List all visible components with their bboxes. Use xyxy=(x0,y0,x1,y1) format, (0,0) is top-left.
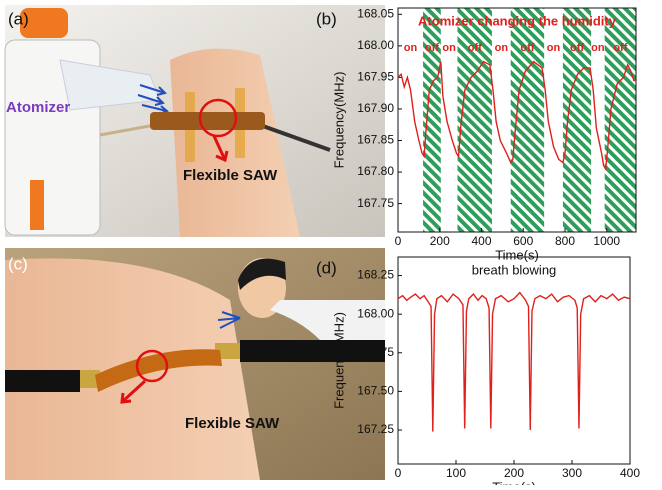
plot-frame xyxy=(398,257,630,464)
x-tick-label: 200 xyxy=(430,234,450,248)
y-tick-label: 168.00 xyxy=(357,38,394,52)
region-label: on xyxy=(495,42,509,54)
y-tick-label: 167.75 xyxy=(357,196,394,210)
data-line xyxy=(398,293,630,432)
region-label: off xyxy=(520,42,534,54)
region-label: off xyxy=(468,42,482,54)
y-tick-label: 168.05 xyxy=(357,6,394,20)
cable xyxy=(5,370,80,392)
x-tick-label: 1000 xyxy=(593,234,620,248)
y-axis-title: Frequency(MHz) xyxy=(331,312,346,409)
x-tick-label: 600 xyxy=(513,234,533,248)
photo-annotation: Atomizer xyxy=(6,99,70,116)
x-axis-title: Time(s) xyxy=(495,247,539,262)
y-tick-label: 168.00 xyxy=(357,306,394,320)
panel-label: (b) xyxy=(316,9,337,28)
region-label: on xyxy=(547,42,561,54)
region-label: on xyxy=(442,42,456,54)
photo-annotation: Flexible SAW xyxy=(185,415,280,432)
y-tick-label: 167.50 xyxy=(357,384,394,398)
x-tick-label: 400 xyxy=(620,466,640,480)
chart-annotation: Atomizer changing the humidity xyxy=(418,13,617,28)
y-tick-label: 167.85 xyxy=(357,133,394,147)
region-label: off xyxy=(425,42,439,54)
y-tick-label: 167.75 xyxy=(357,345,394,359)
atomizer-valve xyxy=(30,180,44,230)
y-tick-label: 168.25 xyxy=(357,268,394,282)
photo-annotation: Flexible SAW xyxy=(183,167,278,184)
y-tick-label: 167.90 xyxy=(357,101,394,115)
x-tick-label: 400 xyxy=(471,234,491,248)
x-tick-label: 100 xyxy=(446,466,466,480)
region-label: on xyxy=(404,42,418,54)
y-tick-label: 167.95 xyxy=(357,70,394,84)
y-tick-label: 167.80 xyxy=(357,164,394,178)
panel-label: (d) xyxy=(316,258,337,277)
photo-c: (c) Flexible SAW xyxy=(5,248,385,480)
x-tick-label: 200 xyxy=(504,466,524,480)
y-axis-title: Frequency(MHz) xyxy=(331,72,346,169)
figure: (a) Atomizer Flexible SAW (c) Flexible S… xyxy=(0,0,662,485)
region-label: off xyxy=(570,42,584,54)
x-axis-title: Time(s) xyxy=(492,479,536,485)
chart-annotation: breath blowing xyxy=(472,262,557,277)
region-label: on xyxy=(591,42,605,54)
panel-label: (a) xyxy=(8,9,29,28)
x-tick-label: 800 xyxy=(555,234,575,248)
page: (a) Atomizer Flexible SAW (c) Flexible S… xyxy=(0,0,662,485)
y-tick-label: 167.25 xyxy=(357,422,394,436)
photo-a: (a) Atomizer Flexible SAW xyxy=(5,5,385,237)
x-tick-label: 0 xyxy=(395,466,402,480)
x-tick-label: 300 xyxy=(562,466,582,480)
x-tick-label: 0 xyxy=(395,234,402,248)
region-label: off xyxy=(613,42,627,54)
saw-device xyxy=(150,112,265,130)
panel-label: (c) xyxy=(8,254,28,273)
